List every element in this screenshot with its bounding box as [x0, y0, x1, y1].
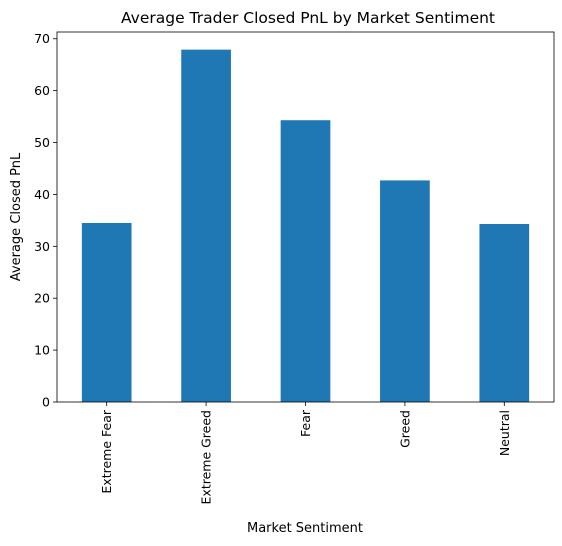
x-tick-label: Extreme Fear	[99, 409, 114, 493]
y-axis-label: Average Closed PnL	[9, 152, 24, 281]
bar	[380, 180, 430, 402]
x-tick-label: Extreme Greed	[199, 410, 214, 504]
y-tick-label: 30	[34, 239, 50, 254]
y-tick-label: 10	[34, 343, 50, 358]
y-tick-label: 70	[34, 31, 50, 46]
y-tick-label: 20	[34, 291, 50, 306]
y-tick-label: 0	[42, 395, 50, 410]
x-tick-label: Neutral	[497, 410, 512, 456]
x-tick-label: Fear	[298, 409, 313, 437]
bar	[181, 49, 231, 402]
y-tick-label: 60	[34, 83, 50, 98]
chart-title: Average Trader Closed PnL by Market Sent…	[121, 9, 495, 27]
x-axis-label: Market Sentiment	[247, 521, 363, 536]
plot-area: 0 10 20 30 40 50 60 70 Extreme Fear Extreme Greed…	[34, 31, 555, 504]
x-tick-label: Greed	[397, 410, 412, 448]
y-tick-label: 40	[34, 187, 50, 202]
y-tick-label: 50	[34, 135, 50, 150]
bar	[280, 120, 331, 402]
bar	[479, 224, 530, 402]
bar	[81, 222, 132, 402]
plot-frame	[56, 31, 555, 403]
